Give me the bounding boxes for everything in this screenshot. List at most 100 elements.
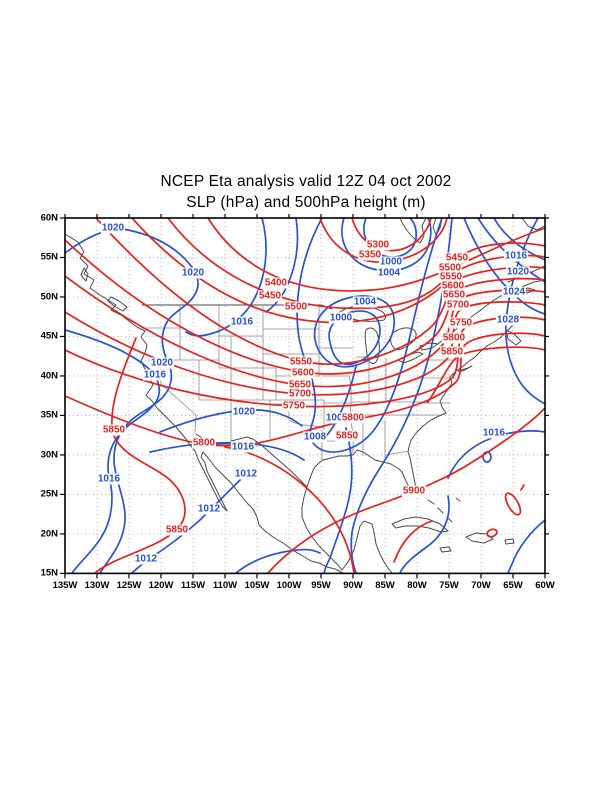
- lon-tick-label: 65W: [503, 580, 523, 592]
- bahamas: [427, 497, 461, 523]
- lon-tick-label: 135W: [52, 580, 78, 592]
- hgt-tick-mark: [520, 484, 525, 491]
- slp-contour-1012-e: [350, 218, 453, 574]
- hgt-contour-label: 5500: [437, 262, 463, 274]
- lon-tick-label: 105W: [244, 580, 270, 592]
- slp-contour-label: 1012: [196, 503, 222, 515]
- lon-tick-label: 90W: [343, 580, 363, 592]
- lon-tick-label: 100W: [276, 580, 302, 592]
- lat-tick-label: 20N: [40, 528, 58, 540]
- hgt-contour-label: 5600: [290, 367, 316, 379]
- hgt-contour-label: 5650: [287, 379, 313, 391]
- hgt-contour-label: 5400: [263, 277, 289, 289]
- hgt-contour-label: 5700: [287, 388, 313, 400]
- pacific-coast: [65, 233, 196, 452]
- lon-tick-label: 120W: [148, 580, 174, 592]
- mexico-gulf-yucatan: [301, 486, 393, 574]
- lon-tick-label: 130W: [84, 580, 110, 592]
- lat-tick-label: 35N: [40, 409, 58, 421]
- vancouver-island: [107, 296, 128, 312]
- hgt-contour-label: 5450: [257, 290, 283, 302]
- hgt-contour-label: 5600: [440, 280, 466, 292]
- hgt-contour-5300: [351, 218, 432, 252]
- lat-tick-label: 25N: [40, 488, 58, 500]
- slp-contour-label: 1016: [481, 427, 507, 439]
- slp-contour-cuba-east: [399, 495, 450, 574]
- lon-tick-label: 75W: [439, 580, 459, 592]
- hgt-contour-5500: [131, 218, 545, 324]
- hgt-contour-label: 5300: [365, 239, 391, 251]
- hgt-contour-label: 5750: [448, 317, 474, 329]
- lake-michigan: [364, 327, 380, 365]
- lat-tick-label: 40N: [40, 370, 58, 382]
- slp-contour-label: 1020: [149, 357, 175, 369]
- hgt-contour-label: 5350: [357, 249, 383, 261]
- map-frame: [64, 217, 546, 575]
- slp-contour-label: 1004: [324, 412, 350, 424]
- height-contour-layer: [65, 218, 545, 574]
- slp-contour-label: 1028: [495, 314, 521, 326]
- slp-contour-label: 1016: [503, 250, 529, 262]
- slp-contour-1004-north-low: [341, 218, 432, 272]
- slp-contour-label: 1016: [142, 369, 168, 381]
- baja-california: [194, 450, 228, 512]
- lat-tick-label: 45N: [40, 330, 58, 342]
- lon-tick-label: 80W: [407, 580, 427, 592]
- lat-tick-label: 60N: [40, 212, 58, 224]
- james-bay: [399, 218, 427, 244]
- slp-contour-label: 1012: [233, 468, 259, 480]
- lon-tick-label: 85W: [375, 580, 395, 592]
- slp-contour-1016-ne: [493, 218, 545, 261]
- haida-gwaii: [80, 267, 89, 282]
- hgt-contour-5850-east: [427, 346, 545, 403]
- slp-contour-label: 1020: [231, 406, 257, 418]
- lat-tick-label: 15N: [40, 567, 58, 579]
- lon-tick-label: 110W: [212, 580, 238, 592]
- slp-contour-label: 1004: [352, 296, 378, 308]
- slp-contour-label: 1020: [505, 266, 531, 278]
- hgt-contour-label: 5900: [401, 485, 427, 497]
- hgt-contour-label: 5800: [191, 437, 217, 449]
- hgt-contour-label: 5700: [445, 299, 471, 311]
- lat-tick-label: 50N: [40, 291, 58, 303]
- slp-contour-1012-n: [265, 218, 299, 313]
- hgt-contour-label: 5850: [334, 430, 360, 442]
- slp-contour-label: 1000: [378, 256, 404, 268]
- slp-contour-1008: [296, 218, 443, 453]
- hgt-contour-5450: [167, 218, 545, 310]
- slp-contour-label: 1016: [230, 441, 256, 453]
- slp-contour-label: 1020: [180, 267, 206, 279]
- lon-tick-label: 95W: [311, 580, 331, 592]
- hgt-contour-label: 5800: [340, 412, 366, 424]
- cuba: [391, 516, 449, 533]
- lat-tick-label: 30N: [40, 449, 58, 461]
- slp-contour-label: 1008: [302, 431, 328, 443]
- lon-tick-label: 70W: [471, 580, 491, 592]
- hgt-closed-cell-caribbean: [486, 528, 498, 538]
- slp-contour-1016-w: [65, 329, 161, 574]
- puerto-rico: [504, 538, 515, 545]
- hgt-contour-5850-mexico: [224, 446, 355, 574]
- hgt-contour-label: 5750: [281, 400, 307, 412]
- jamaica: [439, 546, 452, 553]
- hgt-contour-cuba-hook: [393, 520, 433, 563]
- axis-ticks: [60, 214, 549, 579]
- slp-contour-label: 1012: [133, 553, 159, 565]
- hgt-contour-label: 5500: [283, 301, 309, 313]
- hgt-contour-label: 5800: [441, 332, 467, 344]
- chart-title: NCEP Eta analysis valid 12Z 04 oct 2002 …: [0, 171, 612, 213]
- hgt-contour-label: 5850: [101, 424, 127, 436]
- lat-tick-label: 55N: [40, 251, 58, 263]
- long-island: [457, 365, 473, 372]
- slp-contour-label: 1020: [100, 222, 126, 234]
- hgt-contour-label: 5850: [164, 524, 190, 536]
- hgt-contour-5800: [65, 332, 545, 447]
- hgt-contour-label: 5850: [439, 346, 465, 358]
- slp-contour-1012-sw: [131, 469, 251, 574]
- hgt-contour-5550: [95, 218, 545, 365]
- hgt-closed-cell-atlantic: [504, 492, 522, 516]
- mexico-west-coast: [202, 451, 344, 574]
- slp-contour-yucatan: [323, 427, 353, 574]
- slp-contour-bottom-arc: [235, 548, 321, 574]
